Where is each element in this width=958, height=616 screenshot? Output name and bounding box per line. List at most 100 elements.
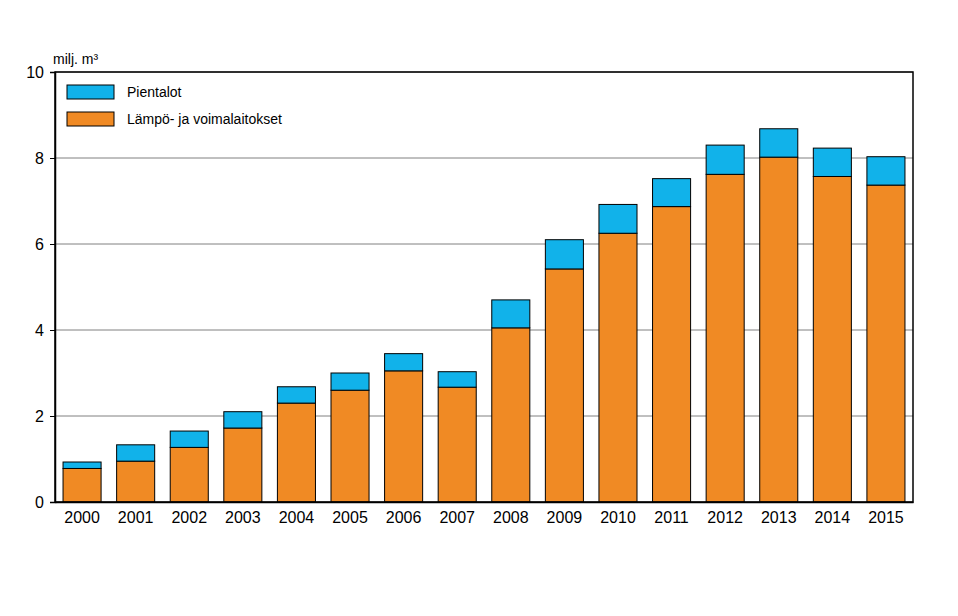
bars bbox=[63, 129, 905, 502]
bar bbox=[63, 468, 101, 502]
tick-label: 2009 bbox=[547, 509, 583, 526]
chart: 0246810200020012002200320042005200620072… bbox=[0, 0, 958, 616]
legend-label: Pientalot bbox=[127, 84, 182, 100]
legend-swatch bbox=[67, 112, 114, 126]
plot: 0246810200020012002200320042005200620072… bbox=[26, 64, 913, 527]
tick-label: 2003 bbox=[225, 509, 261, 526]
tick: 2000 bbox=[64, 502, 100, 526]
tick: 2003 bbox=[225, 502, 261, 526]
tick: 8 bbox=[35, 150, 55, 167]
tick: 2002 bbox=[171, 502, 207, 526]
tick-label: 2011 bbox=[654, 509, 689, 526]
tick-label: 2008 bbox=[493, 509, 529, 526]
bar bbox=[224, 428, 262, 502]
bar bbox=[63, 462, 101, 468]
tick: 10 bbox=[26, 64, 55, 81]
tick-label: 2 bbox=[35, 408, 44, 425]
tick: 0 bbox=[35, 494, 55, 511]
bar bbox=[599, 204, 637, 233]
y-axis: 0 2 4 6 8 10 bbox=[26, 64, 55, 511]
tick: 2004 bbox=[279, 502, 315, 526]
series bbox=[63, 129, 905, 469]
bar bbox=[385, 354, 423, 371]
bar bbox=[277, 403, 315, 502]
bar bbox=[492, 328, 530, 502]
series bbox=[63, 157, 905, 502]
legend-item: Lämpö- ja voimalaitokset bbox=[67, 111, 282, 127]
bar bbox=[545, 240, 583, 269]
tick-mark bbox=[50, 330, 55, 331]
bar bbox=[170, 447, 208, 502]
bar bbox=[117, 445, 155, 461]
axis-line bbox=[50, 73, 56, 503]
tick-mark bbox=[50, 72, 55, 73]
bar bbox=[117, 461, 155, 502]
tick: 2012 bbox=[707, 502, 743, 526]
tick-label: 2002 bbox=[171, 509, 207, 526]
tick-label: 2012 bbox=[707, 509, 743, 526]
bar bbox=[385, 371, 423, 502]
axis-title: milj. m³ bbox=[53, 51, 98, 67]
bar bbox=[170, 431, 208, 447]
tick-label: 2015 bbox=[868, 509, 904, 526]
bar bbox=[653, 207, 691, 502]
tick: 2015 bbox=[868, 502, 904, 526]
bar bbox=[331, 373, 369, 390]
tick-label: 6 bbox=[35, 236, 44, 253]
bar bbox=[545, 269, 583, 502]
frame bbox=[55, 72, 913, 502]
tick-mark bbox=[50, 502, 55, 503]
legend: Pientalot Lämpö- ja voimalaitokset bbox=[67, 84, 282, 127]
tick: 2014 bbox=[815, 502, 851, 526]
bar bbox=[277, 387, 315, 403]
bar bbox=[867, 157, 905, 185]
tick-mark bbox=[50, 158, 55, 159]
tick-label: 10 bbox=[26, 64, 44, 81]
bar bbox=[653, 179, 691, 207]
tick: 2011 bbox=[654, 502, 689, 526]
bar bbox=[813, 148, 851, 176]
tick-mark bbox=[50, 244, 55, 245]
bar bbox=[760, 129, 798, 157]
tick-label: 2005 bbox=[332, 509, 368, 526]
tick: 2013 bbox=[761, 502, 797, 526]
tick: 2007 bbox=[439, 502, 475, 526]
bar bbox=[867, 185, 905, 502]
legend-item: Pientalot bbox=[67, 84, 182, 100]
tick-label: 2014 bbox=[815, 509, 851, 526]
legend-label: Lämpö- ja voimalaitokset bbox=[127, 111, 282, 127]
tick-mark bbox=[50, 416, 55, 417]
tick-label: 2004 bbox=[279, 509, 315, 526]
bar bbox=[706, 174, 744, 502]
tick: 4 bbox=[35, 322, 55, 339]
tick-label: 2007 bbox=[439, 509, 475, 526]
bar bbox=[492, 300, 530, 328]
tick-label: 2013 bbox=[761, 509, 797, 526]
tick: 2001 bbox=[118, 502, 154, 526]
tick: 6 bbox=[35, 236, 55, 253]
tick: 2008 bbox=[493, 502, 529, 526]
bar bbox=[706, 145, 744, 174]
x-axis: 2000 2001 2002 2003 2004 2005 2006 2007 2008 2009… bbox=[56, 502, 914, 526]
bar bbox=[331, 390, 369, 502]
tick: 2009 bbox=[547, 502, 583, 526]
tick-label: 0 bbox=[35, 494, 44, 511]
bar bbox=[813, 176, 851, 502]
tick: 2005 bbox=[332, 502, 368, 526]
grid bbox=[55, 72, 913, 502]
axis-line bbox=[56, 502, 914, 504]
legend-swatch bbox=[67, 85, 114, 99]
bar bbox=[438, 387, 476, 502]
tick-label: 2006 bbox=[386, 509, 422, 526]
bar bbox=[599, 233, 637, 502]
tick-label: 4 bbox=[35, 322, 44, 339]
bar bbox=[760, 157, 798, 502]
tick: 2 bbox=[35, 408, 55, 425]
bar bbox=[438, 372, 476, 387]
bar bbox=[224, 412, 262, 428]
tick: 2010 bbox=[600, 502, 636, 526]
tick-label: 2010 bbox=[600, 509, 636, 526]
tick-label: 8 bbox=[35, 150, 44, 167]
tick-label: 2001 bbox=[118, 509, 154, 526]
tick: 2006 bbox=[386, 502, 422, 526]
